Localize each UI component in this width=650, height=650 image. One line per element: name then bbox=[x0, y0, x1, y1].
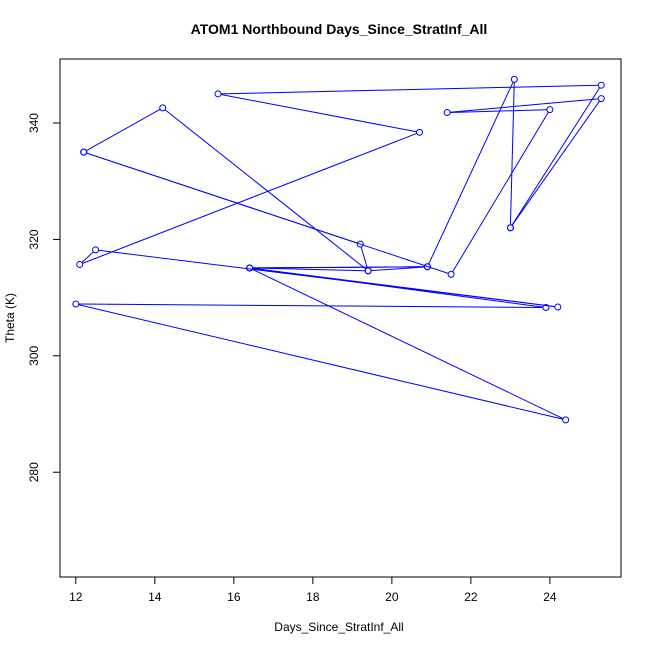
series-segment bbox=[82, 132, 417, 264]
data-point bbox=[76, 260, 84, 268]
series-segment bbox=[509, 82, 515, 225]
series-segment bbox=[81, 251, 94, 263]
y-tick-label: 300 bbox=[27, 345, 41, 365]
data-point bbox=[214, 90, 222, 98]
series-segment bbox=[86, 108, 161, 152]
series-segment bbox=[220, 93, 417, 133]
series-segment bbox=[371, 266, 425, 272]
chart-title: ATOM1 Northbound Days_Since_StratInf_All bbox=[191, 21, 488, 37]
data-point bbox=[546, 106, 554, 114]
series-segment bbox=[450, 109, 547, 113]
series-segment bbox=[252, 268, 564, 420]
x-tick-label: 14 bbox=[148, 590, 162, 604]
series-segment bbox=[78, 303, 543, 309]
data-point bbox=[562, 416, 570, 424]
series-segment bbox=[86, 152, 358, 244]
data-point bbox=[506, 224, 514, 232]
series-segment bbox=[450, 98, 599, 113]
series-segment bbox=[221, 84, 599, 95]
series-segment bbox=[511, 100, 600, 226]
data-point bbox=[159, 104, 167, 112]
data-point bbox=[364, 267, 372, 275]
y-tick-label: 340 bbox=[27, 113, 41, 133]
data-point bbox=[92, 246, 100, 254]
x-tick-label: 24 bbox=[543, 590, 557, 604]
series-segment bbox=[252, 266, 425, 269]
data-point bbox=[356, 240, 364, 248]
series-segment bbox=[360, 246, 368, 269]
x-axis-label: Days_Since_StratInf_All bbox=[274, 620, 403, 634]
data-point bbox=[542, 304, 550, 312]
series-segment bbox=[252, 267, 366, 272]
y-axis: 280 300 320 340 bbox=[27, 113, 61, 482]
series-segment bbox=[164, 109, 367, 270]
series-segment bbox=[252, 267, 544, 308]
data-point bbox=[510, 75, 518, 83]
series bbox=[72, 75, 605, 424]
x-axis: 12 14 16 18 20 22 24 bbox=[69, 576, 557, 604]
series-segment bbox=[428, 81, 514, 265]
data-point bbox=[72, 300, 80, 308]
y-axis-label: Theta (K) bbox=[3, 293, 17, 343]
plot-frame bbox=[59, 58, 622, 578]
y-tick-label: 280 bbox=[27, 462, 41, 482]
x-tick-label: 20 bbox=[385, 590, 399, 604]
data-point bbox=[554, 303, 562, 311]
series-segment bbox=[78, 304, 563, 420]
x-tick-label: 12 bbox=[69, 590, 83, 604]
data-point bbox=[416, 128, 424, 136]
data-point bbox=[443, 109, 451, 117]
series-segment bbox=[511, 87, 601, 226]
data-point bbox=[423, 263, 431, 271]
x-tick-label: 18 bbox=[306, 590, 320, 604]
data-point bbox=[246, 264, 254, 272]
x-tick-label: 22 bbox=[464, 590, 478, 604]
data-point bbox=[80, 148, 88, 156]
data-point bbox=[447, 270, 455, 278]
series-segment bbox=[452, 111, 549, 273]
data-point bbox=[597, 95, 605, 103]
data-point bbox=[597, 81, 605, 89]
x-tick-label: 16 bbox=[227, 590, 241, 604]
y-tick-label: 320 bbox=[27, 229, 41, 249]
